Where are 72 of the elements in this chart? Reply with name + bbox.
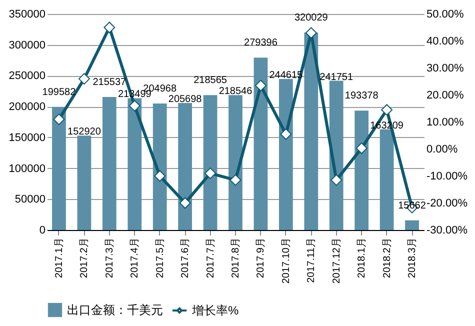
point [381,104,393,116]
y2-tick-label: -10.00% [426,170,468,182]
bar [52,106,66,230]
data-label: 205698 [168,94,202,106]
y2-tick-label: -20.00% [426,198,468,210]
bar [128,98,142,230]
x-tick-label: 2017.10月 [280,238,292,284]
x-tick-label: 2017.8月 [230,238,242,278]
x-tick-label: 2017.11月 [306,238,318,283]
point [254,80,266,92]
point [280,128,292,140]
y2-tick-label: 30.00% [426,62,464,74]
point [53,114,65,126]
data-label: 320029 [294,12,328,24]
x-tick-label: 2018.1月 [356,238,368,278]
bar [380,129,394,230]
point [128,100,140,112]
data-label: 218546 [218,86,253,98]
x-tick-label: 2018.3月 [407,238,418,278]
y2-tick-label: -30.00% [426,224,468,236]
bar [405,220,419,230]
bar [254,58,268,230]
point [204,168,216,180]
data-label: 279396 [244,38,278,49]
legend-label: 出口金额：千美元 [67,303,163,317]
data-label: 193378 [344,90,379,102]
y-tick-label: 100000 [8,162,46,175]
point [154,170,166,182]
y-tick-label: 150000 [8,132,46,144]
bar [228,95,242,230]
point [330,174,342,186]
point [305,27,317,39]
x-tick-label: 2017.7月 [205,238,216,278]
x-tick-label: 2017.1月 [54,238,65,278]
x-tick-label: 2017.5月 [154,238,166,278]
x-tick-label: 2017.3月 [104,238,116,278]
point [230,174,242,186]
y2-tick-label: 50.00% [426,8,464,20]
y2-tick-label: 0.00% [426,144,458,156]
y-tick-label: 50000 [14,194,46,206]
data-label: 218565 [194,75,228,86]
bar [77,136,92,230]
x-tick-label: 2017.4月 [130,238,141,278]
point [179,197,191,209]
y-tick-label: 350000 [8,8,46,20]
y2-tick-label: 10.00% [426,116,464,128]
y-tick-label: 200000 [8,101,46,114]
x-tick-label: 2017.6月 [180,238,192,278]
bar [102,96,116,230]
bar [329,80,344,230]
y2-tick-label: 40.00% [426,36,464,48]
bar [279,79,293,230]
x-tick-label: 2018.2月 [382,238,393,278]
point [104,22,116,34]
y-tick-label: 0 [39,224,46,236]
y-tick-label: 300000 [8,39,46,52]
x-tick-label: 2017.12月 [331,238,342,284]
bar [304,32,318,230]
point [78,73,90,85]
x-tick-label: 2017.2月 [79,238,90,278]
data-label: 152920 [68,126,102,138]
data-label: 241751 [320,72,354,83]
x-tick-label: 2017.9月 [256,238,267,278]
bar [178,103,192,230]
point [356,142,368,154]
data-label: 215537 [92,76,127,88]
y-tick-label: 250000 [8,70,46,82]
legend-label: 增长率% [191,304,239,318]
bar [354,110,369,230]
bar [152,104,167,230]
y2-tick-label: 20.00% [426,90,464,102]
bar [203,95,218,230]
